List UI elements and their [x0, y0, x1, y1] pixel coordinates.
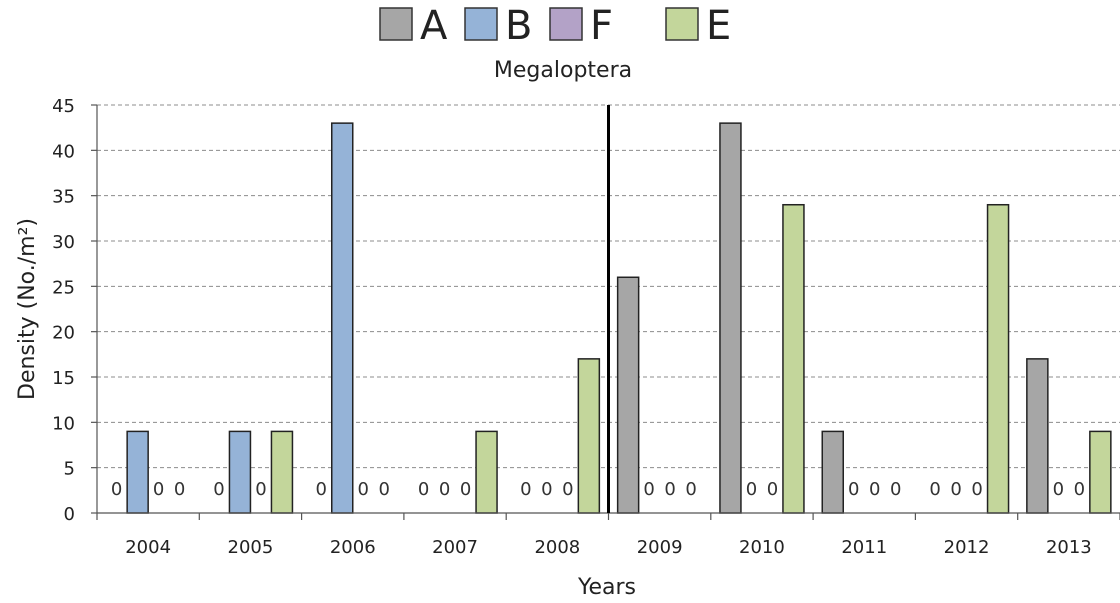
x-tick-labels: 2004 2005 2006 2007 2008 2009 2010 2011 2012 2013 — [125, 537, 1092, 558]
zero-label-f-2004: 0 — [153, 479, 164, 500]
bar-e-2010 — [782, 203, 805, 514]
y-tick-label: 45 — [52, 96, 75, 117]
y-axis-title: Density (No./m²) — [15, 218, 40, 400]
zero-label-f-2010: 0 — [767, 479, 778, 500]
zero-label-f-2009: 0 — [664, 479, 675, 500]
zero-label-f-2012: 0 — [971, 479, 982, 500]
y-tick-label: 30 — [52, 232, 75, 253]
zero-label-b-2010: 0 — [746, 479, 757, 500]
zero-label-a-2012: 0 — [929, 479, 940, 500]
legend-swatch — [379, 7, 413, 41]
y-tick-label: 25 — [52, 277, 75, 298]
zero-label-a-2008: 0 — [520, 479, 531, 500]
zero-label-a-2005: 0 — [213, 479, 224, 500]
bar-a-2010 — [719, 122, 742, 514]
axes — [96, 105, 1120, 520]
x-tick-label: 2006 — [330, 537, 376, 558]
legend-item-e: E — [665, 3, 731, 49]
legend-label: F — [590, 3, 613, 49]
bar-b-2005 — [228, 430, 252, 514]
bars — [126, 122, 1112, 514]
zero-label-b-2008: 0 — [541, 479, 552, 500]
y-tick-label: 35 — [52, 187, 75, 208]
legend-swatch — [464, 7, 498, 41]
zero-label-b-2012: 0 — [950, 479, 961, 500]
bar-a-2013 — [1026, 358, 1049, 514]
x-tick-label: 2011 — [841, 537, 887, 558]
legend-label: A — [420, 3, 448, 49]
zero-label-f-2011: 0 — [869, 479, 880, 500]
x-tick-label: 2009 — [637, 537, 683, 558]
y-tick-label: 0 — [64, 504, 75, 525]
x-tick-label: 2004 — [125, 537, 171, 558]
zero-label-f-2005: 0 — [255, 479, 266, 500]
zero-label-f-2006: 0 — [358, 479, 369, 500]
x-tick-label: 2013 — [1046, 537, 1092, 558]
x-tick-label: 2007 — [432, 537, 478, 558]
y-tick-labels: 0 5 10 15 20 25 30 35 40 45 — [52, 96, 97, 525]
legend-item-f: F — [549, 3, 613, 49]
zero-label-b-2013: 0 — [1053, 479, 1064, 500]
x-axis-title: Years — [577, 575, 636, 600]
bar-e-2013 — [1089, 430, 1112, 514]
zero-label-e-2004: 0 — [174, 479, 185, 500]
y-tick-label: 40 — [52, 141, 75, 162]
legend-swatch — [665, 7, 699, 41]
zero-label-f-2007: 0 — [460, 479, 471, 500]
zero-label-b-2009: 0 — [643, 479, 654, 500]
legend-label: B — [505, 3, 532, 49]
bar-e-2008 — [577, 358, 601, 514]
legend-swatch — [549, 7, 583, 41]
legend-label: E — [706, 3, 731, 49]
chart-title: Megaloptera — [494, 58, 632, 83]
bar-e-2007 — [475, 430, 498, 514]
zero-label-a-2004: 0 — [111, 479, 122, 500]
x-tick-label: 2012 — [944, 537, 990, 558]
zero-label-e-2006: 0 — [379, 479, 390, 500]
bar-e-2005 — [270, 430, 294, 514]
zero-label-f-2008: 0 — [562, 479, 573, 500]
zero-label-e-2009: 0 — [685, 479, 696, 500]
x-tick-label: 2010 — [739, 537, 785, 558]
bar-b-2006 — [331, 122, 354, 514]
legend-item-b: B — [464, 3, 532, 49]
zero-label-e-2011: 0 — [890, 479, 901, 500]
zero-label-f-2013: 0 — [1074, 479, 1085, 500]
bar-e-2012 — [986, 203, 1010, 514]
bar-b-2004 — [126, 430, 149, 514]
x-tick-label: 2005 — [228, 537, 274, 558]
zero-label-a-2007: 0 — [418, 479, 429, 500]
x-tick-label: 2008 — [534, 537, 580, 558]
bar-a-2011 — [821, 430, 844, 514]
y-tick-label: 10 — [52, 413, 75, 434]
bar-a-2009 — [616, 276, 640, 514]
zero-label-a-2006: 0 — [316, 479, 327, 500]
legend-item-a: A — [379, 3, 448, 49]
zero-label-b-2007: 0 — [439, 479, 450, 500]
zero-label-b-2011: 0 — [848, 479, 859, 500]
y-tick-label: 5 — [64, 459, 75, 480]
y-tick-label: 15 — [52, 368, 75, 389]
y-tick-label: 20 — [52, 323, 75, 344]
